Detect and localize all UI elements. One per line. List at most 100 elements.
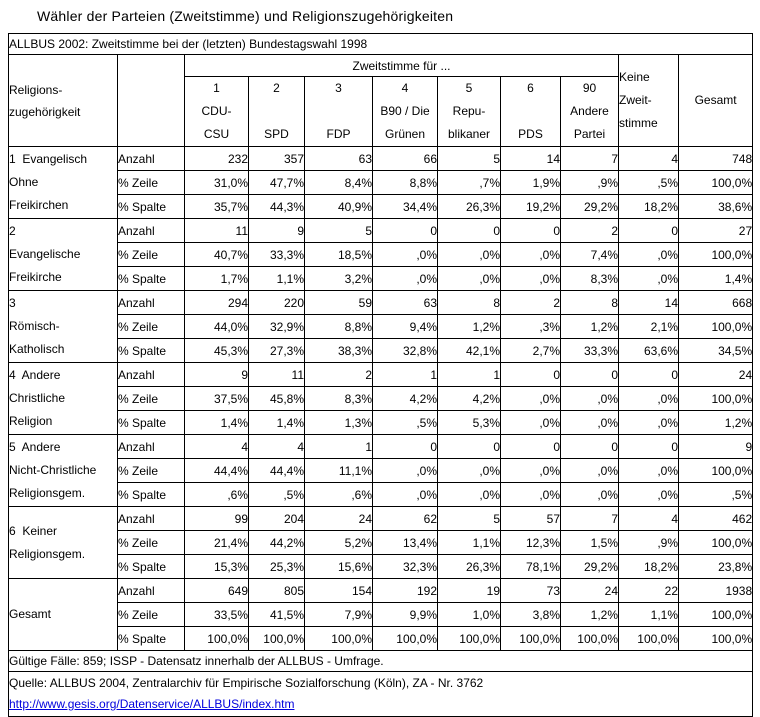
cell-value: 33,5% [184, 602, 249, 627]
cell-value: 1 [304, 434, 373, 459]
cell-value: ,0% [618, 458, 679, 483]
table-row: Gesamt Anzahl 649 805 154 192 19 73 24 22 1938 [8, 578, 754, 651]
cell-value: ,0% [500, 482, 561, 507]
cell-value: 100,0% [618, 626, 679, 651]
table-row: % Zeile 44,0% 32,9% 8,8% 9,4% 1,2% ,3% 1,2% 2,1%… [9, 314, 754, 339]
cell-value: 9 [677, 434, 754, 459]
cell-value: 100,0% [437, 626, 501, 651]
table-row: 3 Römisch- Katholisch Anzahl 294 220 59 63 8 2 8… [8, 290, 754, 363]
cell-value: 4,2% [372, 386, 438, 411]
cell-value: 33,3% [248, 242, 305, 267]
cell-value: 35,7% [184, 194, 249, 219]
cell-value: 11 [184, 218, 249, 243]
cell-value: 100,0% [248, 626, 305, 651]
row-type-label: % Zeile [117, 530, 185, 555]
header-row-parties: 1 CDU- CSU 2 SPD 3 FDP 4 B90 / Die Grüne… [9, 76, 753, 147]
col-header-pds: 6 PDS [500, 76, 561, 147]
cell-value: 0 [372, 218, 438, 243]
cell-value: 2,1% [618, 314, 679, 339]
religion-label: 3 Römisch- Katholisch [8, 290, 118, 363]
cell-value: ,0% [500, 266, 561, 291]
cell-value: 29,2% [560, 194, 619, 219]
cell-value: 5 [304, 218, 373, 243]
cell-value: 18,2% [618, 554, 679, 579]
cell-value: 748 [677, 146, 754, 171]
cell-value: 0 [500, 218, 561, 243]
cell-value: 23,8% [677, 554, 754, 579]
row-type-label: Anzahl [117, 578, 185, 603]
table-row: 6 Keiner Religionsgem. Anzahl 99 204 24 62 5 57… [8, 506, 754, 579]
cell-value: 4 [618, 146, 679, 171]
row-type-label: % Spalte [117, 554, 185, 579]
cell-value: 2,7% [500, 338, 561, 363]
source-row: Quelle: ALLBUS 2004, Zentralarchiv für E… [7, 671, 754, 717]
cell-value: ,5% [372, 410, 438, 435]
cell-value: 26,3% [437, 554, 501, 579]
cell-value: 1,1% [248, 266, 305, 291]
cell-value: ,5% [618, 170, 679, 195]
cell-value: 1 [437, 362, 501, 387]
cell-value: 38,3% [304, 338, 373, 363]
cell-value: 13,4% [372, 530, 438, 555]
cell-value: 8 [560, 290, 619, 315]
cell-value: 14 [618, 290, 679, 315]
cell-value: 27 [677, 218, 754, 243]
cell-value: 14 [500, 146, 561, 171]
cell-value: ,0% [500, 410, 561, 435]
cell-value: 29,2% [560, 554, 619, 579]
cell-value: 5,3% [437, 410, 501, 435]
valid-cases-row: Gültige Fälle: 859; ISSP - Datensatz inn… [7, 650, 754, 672]
cell-value: 2 [304, 362, 373, 387]
table-row: 1 Evangelisch Ohne Freikirchen Anzahl 232 3… [8, 146, 754, 219]
cell-value: ,0% [372, 458, 438, 483]
cell-value: 78,1% [500, 554, 561, 579]
table-row: 2 Evangelische Freikirche Anzahl 11 9 5 0 0 0 2 0… [8, 218, 754, 291]
cell-value: ,0% [437, 458, 501, 483]
cell-value: 44,0% [184, 314, 249, 339]
cell-value: 1,4% [248, 410, 305, 435]
table-caption: ALLBUS 2002: Zweitstimme bei der (letzte… [7, 33, 754, 55]
cell-value: 7,4% [560, 242, 619, 267]
col-header-keine-zweitstimme: Keine Zweit- stimme [618, 54, 679, 147]
row-type-label: % Spalte [117, 626, 185, 651]
cell-value: 63,6% [618, 338, 679, 363]
col-header-cdu-csu: 1 CDU- CSU [184, 76, 249, 147]
cell-value: ,0% [560, 482, 619, 507]
page-title: Wähler der Parteien (Zweitstimme) und Re… [37, 8, 454, 24]
cell-value: 7 [560, 146, 619, 171]
cell-value: 1,2% [560, 314, 619, 339]
cell-value: 0 [500, 434, 561, 459]
header-row-group: Religions- zugehörigkeit Zweitstimme für… [8, 54, 754, 147]
cell-value: 45,3% [184, 338, 249, 363]
col-header-gesamt: Gesamt [677, 54, 754, 147]
cell-value: 0 [618, 218, 679, 243]
source-link[interactable]: http://www.gesis.org/Datenservice/ALLBUS… [9, 697, 295, 711]
cell-value: 34,4% [372, 194, 438, 219]
religion-label: Gesamt [8, 578, 118, 651]
cell-value: 73 [500, 578, 561, 603]
cell-value: 1,3% [304, 410, 373, 435]
cell-value: 11 [248, 362, 305, 387]
cell-value: 1,5% [560, 530, 619, 555]
cell-value: 100,0% [677, 458, 754, 483]
valid-cases-note: Gültige Fälle: 859; ISSP - Datensatz inn… [7, 650, 754, 672]
cell-value: 357 [248, 146, 305, 171]
cell-value: 2 [560, 218, 619, 243]
row-type-label: % Zeile [117, 242, 185, 267]
col-header-b90-gruene: 4 B90 / Die Grünen [372, 76, 438, 147]
table-row: % Zeile 33,5% 41,5% 7,9% 9,9% 1,0% 3,8% 1,2% 1,1… [9, 602, 754, 627]
cell-value: 9 [248, 218, 305, 243]
cell-value: 8,4% [304, 170, 373, 195]
cell-value: 2 [500, 290, 561, 315]
cell-value: 40,9% [304, 194, 373, 219]
cell-value: 31,0% [184, 170, 249, 195]
cell-value: 8,3% [304, 386, 373, 411]
cell-value: 19 [437, 578, 501, 603]
cell-value: ,0% [560, 410, 619, 435]
cell-value: 100,0% [677, 602, 754, 627]
col-header-spd: 2 SPD [248, 76, 305, 147]
cell-value: ,9% [618, 530, 679, 555]
cell-value: 32,3% [372, 554, 438, 579]
cell-value: ,0% [500, 458, 561, 483]
cell-value: 9,4% [372, 314, 438, 339]
